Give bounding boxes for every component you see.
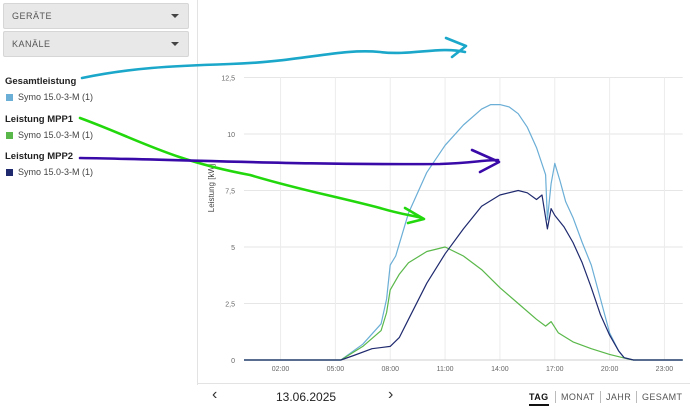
tab-divider	[636, 391, 637, 403]
legend-item-label: Symo 15.0-3-M (1)	[18, 167, 94, 177]
series-line-mpp1	[244, 246, 683, 361]
tab-month[interactable]: MONAT	[561, 392, 595, 402]
tab-divider	[555, 391, 556, 403]
legend-swatch	[6, 169, 13, 176]
footer-bar: ‹ 13.06.2025 › TAG MONAT JAHR GESAMT	[198, 383, 690, 412]
annotation-arrow	[78, 148, 501, 174]
x-tick-label: 05:00	[327, 366, 345, 373]
legend-item-mpp1[interactable]: Symo 15.0-3-M (1)	[6, 130, 93, 140]
caret-down-icon	[171, 14, 179, 18]
legend-group-title: Gesamtleistung	[5, 76, 77, 87]
tab-divider	[600, 391, 601, 403]
channels-dropdown[interactable]: KANÄLE	[3, 31, 189, 57]
series-line-gesamtleistung	[244, 103, 683, 361]
y-axis-label: Leistung [kW]	[207, 164, 216, 212]
y-tick-label: 10	[227, 132, 235, 139]
x-tick-label: 14:00	[491, 366, 509, 373]
legend-swatch	[6, 132, 13, 139]
power-chart: 0 2,5 5 7,5 10 12,5 02:00 05:00 08:00 11:00 14:00 1…	[78, 36, 683, 373]
x-tick-label: 20:00	[601, 366, 619, 373]
x-tick-label: 11:00	[437, 366, 454, 373]
y-tick-label: 5	[231, 245, 235, 252]
x-tick-label: 23:00	[656, 366, 674, 373]
legend-item-label: Symo 15.0-3-M (1)	[18, 130, 94, 140]
annotation-arrow	[78, 116, 426, 225]
legend-item-mpp2[interactable]: Symo 15.0-3-M (1)	[6, 167, 93, 177]
tab-day[interactable]: TAG	[529, 392, 549, 406]
y-tick-label: 2,5	[225, 302, 235, 309]
channels-dropdown-label: KANÄLE	[12, 39, 51, 49]
legend-group-title: Leistung MPP1	[5, 114, 74, 125]
tab-year[interactable]: JAHR	[606, 392, 632, 402]
annotation-arrow	[80, 36, 468, 80]
caret-down-icon	[171, 42, 179, 46]
y-tick-label: 7,5	[225, 189, 235, 196]
legend-item-gesamtleistung[interactable]: Symo 15.0-3-M (1)	[6, 92, 93, 102]
current-date[interactable]: 13.06.2025	[276, 390, 337, 404]
chevron-left-icon[interactable]: ‹	[212, 386, 218, 403]
series-line-mpp2	[244, 189, 683, 361]
legend-group-title: Leistung MPP2	[5, 151, 74, 162]
y-tick-label: 0	[231, 358, 235, 365]
sidebar: GERÄTE KANÄLE Gesamtleistung Symo 15.0-3…	[0, 0, 196, 411]
devices-dropdown[interactable]: GERÄTE	[3, 3, 189, 29]
y-tick-label: 12,5	[221, 76, 235, 83]
tab-total[interactable]: GESAMT	[642, 392, 683, 402]
x-tick-label: 17:00	[546, 366, 564, 373]
legend-swatch	[6, 94, 13, 101]
x-tick-label: 02:00	[272, 366, 290, 373]
devices-dropdown-label: GERÄTE	[12, 11, 53, 21]
panel-divider	[197, 0, 198, 385]
chevron-right-icon[interactable]: ›	[388, 386, 394, 403]
x-tick-label: 08:00	[381, 366, 399, 373]
legend-item-label: Symo 15.0-3-M (1)	[18, 92, 94, 102]
